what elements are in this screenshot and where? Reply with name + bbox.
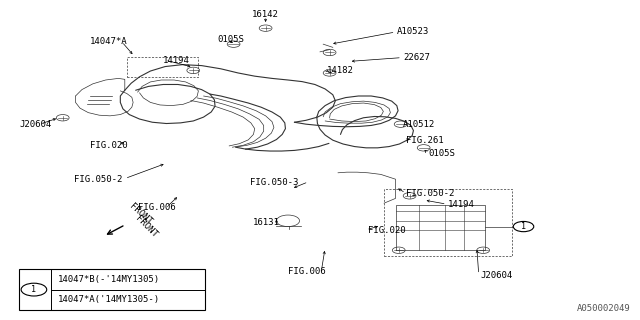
Text: FIG.050-3: FIG.050-3 bbox=[250, 178, 298, 187]
Text: 0105S: 0105S bbox=[218, 36, 244, 44]
Text: 1: 1 bbox=[31, 285, 36, 294]
Text: 14047*A('14MY1305-): 14047*A('14MY1305-) bbox=[58, 295, 160, 304]
Text: FIG.020: FIG.020 bbox=[368, 226, 406, 235]
Text: 14194: 14194 bbox=[448, 200, 475, 209]
Text: A10523: A10523 bbox=[397, 28, 429, 36]
Text: 22627: 22627 bbox=[403, 53, 430, 62]
Text: FIG.050-2: FIG.050-2 bbox=[406, 189, 455, 198]
Text: FRONT: FRONT bbox=[128, 202, 154, 227]
Text: 14047*A: 14047*A bbox=[90, 37, 127, 46]
Text: J20604: J20604 bbox=[19, 120, 51, 129]
Text: FIG.050-2: FIG.050-2 bbox=[74, 175, 122, 184]
Text: FIG.006: FIG.006 bbox=[138, 204, 175, 212]
Text: FIG.261: FIG.261 bbox=[406, 136, 444, 145]
Text: 16142: 16142 bbox=[252, 10, 279, 19]
FancyBboxPatch shape bbox=[19, 269, 205, 310]
Text: A10512: A10512 bbox=[403, 120, 435, 129]
Text: 14182: 14182 bbox=[326, 66, 353, 75]
Text: 14047*B(-'14MY1305): 14047*B(-'14MY1305) bbox=[58, 275, 160, 284]
Text: FIG.020: FIG.020 bbox=[90, 141, 127, 150]
Text: 14194: 14194 bbox=[163, 56, 190, 65]
Text: A050002049: A050002049 bbox=[577, 304, 630, 313]
Text: J20604: J20604 bbox=[480, 271, 512, 280]
Text: 16131: 16131 bbox=[253, 218, 280, 227]
Text: FIG.006: FIG.006 bbox=[288, 268, 326, 276]
Text: FRONT: FRONT bbox=[133, 214, 159, 239]
Text: 0105S: 0105S bbox=[429, 149, 456, 158]
Text: 1: 1 bbox=[521, 222, 526, 231]
